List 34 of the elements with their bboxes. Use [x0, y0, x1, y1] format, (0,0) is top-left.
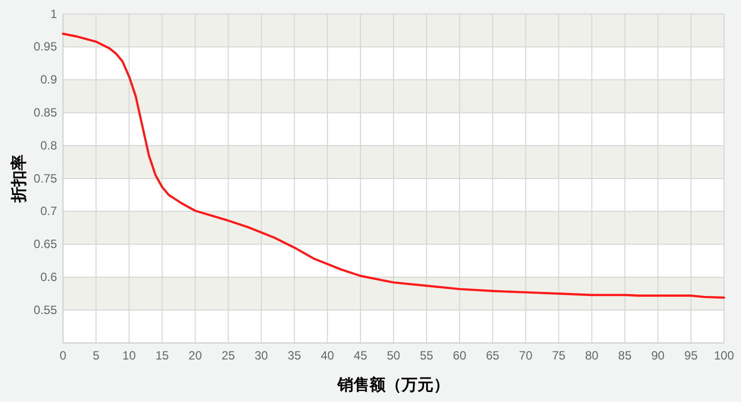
- x-tick-label: 5: [92, 348, 100, 363]
- x-tick-label: 10: [122, 348, 136, 363]
- y-tick-label: 0.85: [34, 106, 58, 120]
- x-tick-label: 35: [288, 348, 302, 363]
- y-tick-label: 0.95: [34, 40, 58, 54]
- x-tick-label: 90: [651, 348, 665, 363]
- x-tick-label: 20: [188, 348, 202, 363]
- y-tick-label: 0.8: [40, 138, 58, 152]
- y-tick-label: 0.7: [40, 204, 58, 218]
- y-tick-label: 1: [50, 6, 58, 21]
- y-tick-label: 0.65: [34, 237, 58, 252]
- x-tick-label: 0: [60, 348, 67, 363]
- x-tick-label: 85: [618, 348, 632, 363]
- y-axis-title: 折扣率: [9, 154, 28, 204]
- x-tick-label: 65: [486, 348, 500, 363]
- x-tick-label: 100: [714, 348, 734, 363]
- x-tick-label: 25: [222, 348, 236, 363]
- x-tick-label: 75: [552, 348, 566, 363]
- x-axis-title: 销售额（万元）: [336, 376, 450, 394]
- y-tick-label: 0.6: [40, 270, 58, 284]
- x-tick-label: 70: [519, 348, 533, 363]
- y-tick-label: 0.55: [34, 302, 58, 317]
- x-tick-label: 15: [155, 348, 170, 363]
- x-tick-label: 45: [354, 348, 368, 363]
- x-tick-label: 95: [684, 348, 698, 363]
- x-tick-label: 55: [420, 348, 434, 363]
- line-series: [62, 32, 726, 299]
- x-tick-label: 80: [585, 348, 599, 363]
- x-tick-label: 60: [452, 348, 467, 363]
- x-tick-label: 50: [386, 348, 400, 363]
- y-tick-label: 0.75: [34, 171, 58, 186]
- y-tick-label: 0.9: [40, 72, 58, 87]
- x-tick-label: 30: [254, 348, 268, 363]
- x-tick-label: 40: [320, 348, 334, 363]
